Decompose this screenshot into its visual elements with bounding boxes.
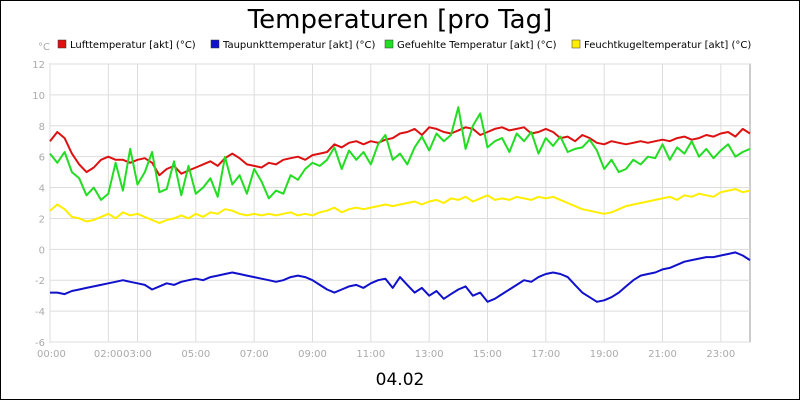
x-tick-label: 03:00 [123, 349, 152, 360]
x-tick-label: 13:00 [415, 349, 444, 360]
y-tick-label: 12 [32, 60, 45, 71]
legend-swatch-3 [384, 39, 394, 49]
legend-swatch-1 [57, 39, 67, 49]
x-tick-label: 02:00 [94, 349, 123, 360]
y-tick-label: -6 [35, 338, 45, 349]
y-tick-label: 6 [39, 153, 45, 164]
legend-swatch-4 [571, 39, 581, 49]
series-line-1 [49, 126, 751, 177]
x-tick-label: 09:00 [298, 349, 327, 360]
y-axis-unit: °C [38, 42, 50, 53]
x-tick-label: 15:00 [473, 349, 502, 360]
y-tick-label: -4 [35, 307, 45, 318]
x-tick-label: 17:00 [531, 349, 560, 360]
y-tick-label: -2 [35, 276, 45, 287]
y-axis-ticks: 12 10 8 6 4 2 0 -2 -4 -6 [32, 60, 45, 349]
plot-area [49, 63, 751, 343]
y-tick-label: 2 [39, 214, 45, 225]
series-line-4 [49, 188, 751, 225]
legend-label-2: Taupunkttemperatur [akt] (°C) [222, 40, 375, 51]
chart-title: Temperaturen [pro Tag] [247, 5, 553, 35]
y-tick-label: 10 [32, 91, 45, 102]
y-tick-label: 8 [39, 122, 45, 133]
legend: Lufttemperatur [akt] (°C) Taupunkttempera… [57, 39, 751, 51]
x-tick-label: 00:00 [37, 349, 66, 360]
x-tick-label: 19:00 [590, 349, 619, 360]
y-tick-label: 4 [39, 184, 45, 195]
x-tick-label: 05:00 [181, 349, 210, 360]
x-tick-label: 07:00 [240, 349, 269, 360]
legend-swatch-2 [210, 39, 220, 49]
series-line-2 [50, 251, 751, 303]
legend-label-1: Lufttemperatur [akt] (°C) [70, 40, 196, 51]
series-line-3 [49, 106, 751, 201]
series-lines [49, 106, 751, 303]
x-axis-ticks: 00:00 02:00 03:00 05:00 07:00 09:00 11:00 13:00… [37, 349, 735, 360]
legend-label-3: Gefuehlte Temperatur [akt] (°C) [397, 40, 557, 51]
x-tick-label: 21:00 [648, 349, 677, 360]
legend-label-4: Feuchtkugeltemperatur [akt] (°C) [584, 40, 751, 51]
x-tick-label: 23:00 [706, 349, 735, 360]
x-axis-date-label: 04.02 [376, 370, 425, 390]
y-tick-label: 0 [39, 245, 45, 256]
x-tick-label: 11:00 [356, 349, 385, 360]
